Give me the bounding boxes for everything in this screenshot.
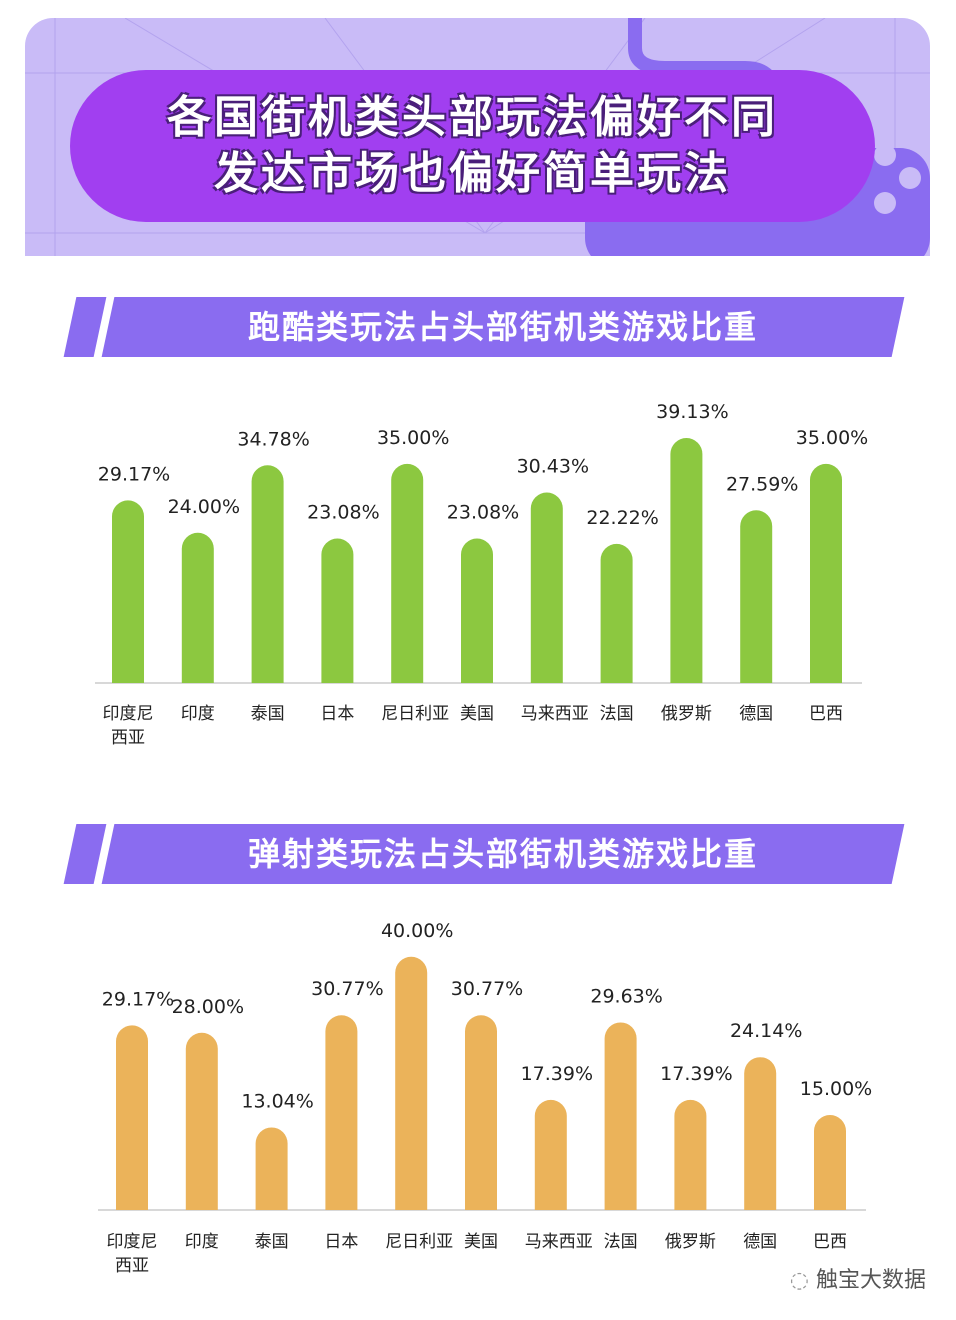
data-label: 34.78% [237, 428, 309, 450]
bar [744, 1057, 777, 1210]
section-header-launch: 弹射类玩法占头部街机类游戏比重 [63, 824, 905, 884]
category-label: 巴西 [809, 704, 843, 724]
bar [321, 538, 354, 683]
category-label: 印度尼 [107, 1232, 158, 1252]
data-label: 35.00% [377, 427, 449, 449]
category-label: 印度尼 [103, 704, 154, 724]
category-label: 日本 [320, 704, 354, 724]
bar [534, 1099, 567, 1210]
data-label: 15.00% [800, 1078, 872, 1100]
bar [670, 438, 703, 683]
category-label: 尼日利亚 [381, 704, 449, 724]
bar [465, 1015, 497, 1210]
bar [530, 492, 563, 683]
category-label: 西亚 [111, 728, 145, 748]
watermark-text: 触宝大数据 [815, 1268, 926, 1293]
data-label: 39.13% [656, 401, 728, 423]
chart-title: 弹射类玩法占头部街机类游戏比重 [247, 835, 758, 873]
data-label: 17.39% [660, 1063, 732, 1085]
data-label: 24.00% [168, 496, 240, 518]
bar [740, 510, 773, 683]
bar [255, 1127, 288, 1210]
category-label: 马来西亚 [525, 1232, 593, 1252]
data-label: 30.77% [311, 978, 383, 1000]
bar [116, 1025, 148, 1210]
wechat-icon: ◌ [789, 1268, 809, 1293]
data-label: 17.39% [521, 1063, 593, 1085]
bar [814, 1115, 846, 1210]
data-label: 40.00% [381, 920, 453, 942]
category-label: 马来西亚 [521, 704, 589, 724]
category-label: 泰国 [255, 1232, 289, 1252]
category-label: 西亚 [115, 1256, 149, 1276]
bar [112, 500, 144, 683]
data-label: 27.59% [726, 473, 798, 495]
category-label: 法国 [600, 704, 634, 724]
category-label: 印度 [181, 704, 215, 724]
category-label: 尼日利亚 [385, 1232, 453, 1252]
bar [325, 1015, 358, 1210]
data-label: 30.77% [451, 978, 523, 1000]
bar [810, 463, 842, 683]
category-label: 美国 [460, 704, 494, 724]
data-label: 29.17% [102, 988, 174, 1010]
data-label: 29.63% [590, 985, 662, 1007]
bar [185, 1032, 218, 1210]
data-label: 30.43% [517, 456, 589, 478]
category-label: 法国 [604, 1232, 638, 1252]
data-label: 22.22% [586, 507, 658, 529]
data-label: 23.08% [307, 502, 379, 524]
category-label: 美国 [464, 1232, 498, 1252]
data-label: 23.08% [447, 502, 519, 524]
bar [391, 463, 424, 683]
data-label: 35.00% [796, 427, 868, 449]
category-label: 印度 [185, 1232, 219, 1252]
title-line-1: 各国街机类头部玩法偏好不同 [167, 92, 778, 143]
title-pill: 各国街机类头部玩法偏好不同 发达市场也偏好简单玩法 [70, 70, 875, 222]
data-label: 28.00% [172, 996, 244, 1018]
category-label: 俄罗斯 [665, 1232, 716, 1252]
bar [461, 538, 493, 683]
category-label: 日本 [324, 1232, 358, 1252]
data-label: 24.14% [730, 1020, 802, 1042]
data-label: 29.17% [98, 463, 170, 485]
bar [604, 1022, 637, 1210]
bar [674, 1099, 707, 1210]
bar [181, 532, 214, 683]
bar [600, 543, 633, 683]
chart-title: 跑酷类玩法占头部街机类游戏比重 [247, 308, 758, 346]
bar [395, 956, 428, 1210]
data-label: 13.04% [241, 1090, 313, 1112]
category-label: 巴西 [813, 1232, 847, 1252]
category-label: 俄罗斯 [661, 704, 712, 724]
category-label: 德国 [739, 704, 773, 724]
bar [251, 465, 284, 683]
category-label: 德国 [743, 1232, 777, 1252]
title-line-2: 发达市场也偏好简单玩法 [214, 148, 731, 199]
watermark: ◌ 触宝大数据 [790, 1262, 926, 1294]
category-label: 泰国 [251, 704, 285, 724]
section-header-parkour: 跑酷类玩法占头部街机类游戏比重 [63, 297, 905, 357]
